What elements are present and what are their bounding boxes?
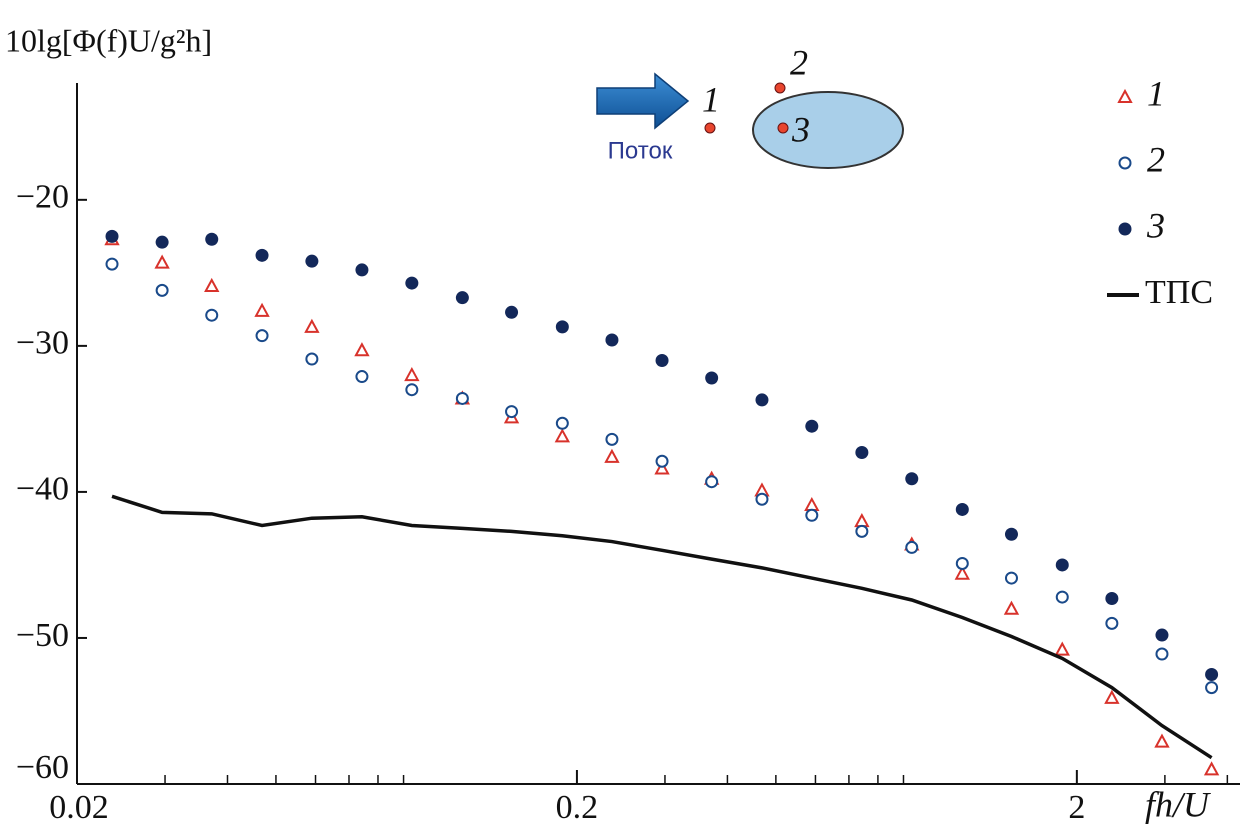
point: [1203, 761, 1220, 776]
sensor-point: [704, 122, 716, 134]
flow-arrow: [596, 72, 690, 130]
point: [605, 333, 619, 347]
legend-label: 2: [1147, 139, 1165, 179]
point: [255, 248, 269, 262]
point: [1055, 590, 1069, 604]
point: [1155, 628, 1169, 642]
point: [604, 448, 620, 463]
legend-label: 3: [1146, 205, 1165, 245]
point: [405, 276, 419, 290]
x-tick-label: 0.2: [556, 789, 599, 826]
point: [355, 370, 369, 384]
point: [1004, 527, 1018, 541]
y-axis-title: 10lg[Φ(f)U/g²h]: [5, 22, 212, 58]
point: [505, 405, 519, 419]
sensor-point: [774, 82, 786, 94]
point: [155, 235, 169, 249]
point: [1105, 616, 1119, 630]
point-label: 1: [702, 79, 720, 119]
y-tick-label: −30: [16, 325, 69, 362]
point: [1055, 558, 1069, 572]
point: [105, 229, 119, 243]
point: [1205, 667, 1219, 681]
point: [304, 318, 320, 333]
legend-swatch: [1118, 156, 1132, 170]
point: [805, 508, 819, 522]
y-tick-label: −40: [16, 471, 69, 508]
point: [305, 254, 319, 268]
point: [1154, 733, 1170, 748]
point: [805, 419, 819, 433]
point: [1105, 592, 1119, 606]
point: [755, 393, 769, 407]
point: [1004, 571, 1018, 585]
point: [1104, 689, 1120, 704]
point: [405, 383, 419, 397]
point: [655, 454, 669, 468]
point: [555, 320, 569, 334]
x-tick-label: 0.02: [49, 789, 109, 826]
point: [255, 329, 269, 343]
point: [705, 475, 719, 489]
flow-label: Поток: [608, 137, 673, 164]
legend-label: 1: [1147, 73, 1165, 113]
point-label: 3: [791, 109, 810, 149]
point: [605, 432, 619, 446]
point: [655, 353, 669, 367]
point: [905, 472, 919, 486]
point: [554, 428, 571, 443]
point: [305, 352, 319, 366]
point: [354, 342, 370, 357]
inset-diagram: Поток 1 2 3: [596, 42, 904, 169]
point: [505, 305, 519, 319]
point: [205, 308, 219, 322]
y-tick-label: −60: [16, 749, 69, 786]
legend-label: ТПС: [1145, 274, 1213, 311]
point: [205, 232, 219, 246]
point: [755, 492, 769, 506]
x-axis-title: fh/U: [1145, 784, 1211, 824]
sensor-point: [777, 122, 789, 134]
point: [355, 263, 369, 277]
point: [254, 302, 270, 317]
point: [855, 524, 869, 538]
point: [855, 445, 869, 459]
point: [455, 291, 469, 305]
legend-swatch: [1118, 222, 1132, 236]
point: [555, 416, 569, 430]
point: [154, 254, 170, 269]
body-ellipse: [752, 91, 904, 169]
point: [1155, 647, 1169, 661]
legend-swatch: [1117, 88, 1133, 103]
point: [705, 371, 719, 385]
point: [955, 502, 969, 516]
point: [804, 496, 820, 512]
point: [1003, 600, 1020, 615]
x-tick-label: 2: [1068, 789, 1085, 826]
point: [955, 556, 969, 570]
point: [404, 366, 420, 382]
y-tick-label: −50: [16, 617, 69, 654]
y-tick-label: −20: [16, 179, 69, 216]
point: [854, 513, 870, 528]
point: [905, 540, 919, 554]
point-label: 2: [790, 42, 808, 82]
point: [654, 460, 670, 475]
point: [954, 565, 970, 580]
point: [105, 257, 119, 271]
point: [1205, 681, 1219, 695]
point: [1054, 641, 1070, 656]
point: [204, 277, 220, 292]
point: [155, 283, 169, 297]
point: [455, 391, 469, 405]
series-line: [111, 494, 1213, 760]
